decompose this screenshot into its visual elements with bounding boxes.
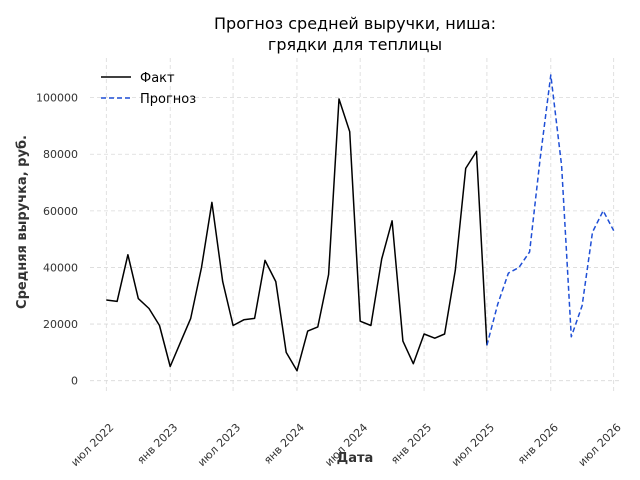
legend: Факт Прогноз — [101, 71, 196, 107]
x-axis-label: Дата — [337, 451, 374, 466]
x-tick-label: июл 2025 — [449, 421, 497, 469]
y-tick-label: 60000 — [43, 205, 78, 218]
series-line-forecast — [486, 74, 615, 346]
legend-label-forecast: Прогноз — [140, 92, 196, 107]
y-tick-label: 0 — [71, 375, 78, 388]
series-lines — [106, 74, 615, 372]
grid — [90, 58, 622, 392]
x-tick-label: янв 2023 — [135, 421, 181, 467]
y-tick-label: 40000 — [43, 261, 78, 274]
chart-title-line1: Прогноз средней выручки, ниша: — [214, 14, 496, 33]
legend-label-fact: Факт — [140, 71, 175, 86]
y-axis-ticks: 0 20000 40000 60000 80000 100000 — [36, 92, 78, 388]
y-tick-label: 80000 — [43, 148, 78, 161]
series-line-fact — [106, 98, 488, 372]
x-tick-label: июл 2022 — [68, 421, 116, 469]
x-tick-label: янв 2024 — [261, 421, 307, 467]
x-tick-label: янв 2025 — [388, 421, 434, 467]
chart-title-line2: грядки для теплицы — [268, 35, 442, 54]
y-tick-label: 100000 — [36, 92, 78, 105]
x-tick-label: янв 2026 — [515, 421, 561, 467]
y-axis-label: Средняя выручка, руб. — [15, 135, 30, 309]
x-tick-label: июл 2023 — [195, 421, 243, 469]
y-tick-label: 20000 — [43, 318, 78, 331]
x-tick-label: июл 2026 — [576, 421, 624, 469]
